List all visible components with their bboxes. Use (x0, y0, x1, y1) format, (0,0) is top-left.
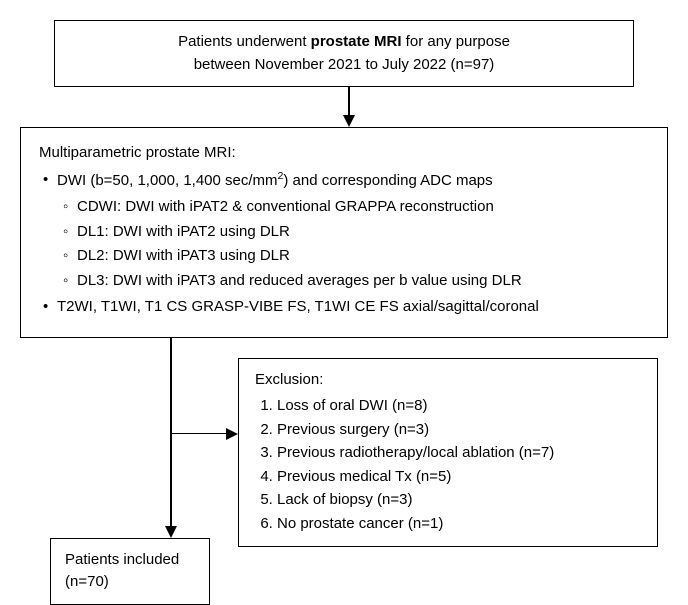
exclusion-item-2: Previous surgery (n=3) (277, 419, 641, 442)
protocol-dl2: DL2: DWI with iPAT3 using DLR (77, 245, 649, 268)
exclusion-item-5: Lack of biopsy (n=3) (277, 489, 641, 512)
included-line1: Patients included (65, 549, 195, 572)
exclusion-list: Loss of oral DWI (n=8) Previous surgery … (255, 395, 641, 535)
arrowhead-right (226, 428, 238, 440)
arrowhead-down-2 (165, 526, 177, 538)
protocol-header: Multiparametric prostate MRI: (39, 142, 649, 165)
enrollment-line1: Patients underwent prostate MRI for any … (71, 31, 617, 54)
flowchart-container: Patients underwent prostate MRI for any … (20, 20, 668, 568)
text-bold: prostate MRI (311, 33, 402, 50)
protocol-dwi: DWI (b=50, 1,000, 1,400 sec/mm2) and cor… (57, 169, 649, 293)
protocol-cdwi: CDWI: DWI with iPAT2 & conventional GRAP… (77, 196, 649, 219)
enrollment-line2: between November 2021 to July 2022 (n=97… (71, 54, 617, 77)
protocol-dl1: DL1: DWI with iPAT2 using DLR (77, 221, 649, 244)
exclusion-item-6: No prostate cancer (n=1) (277, 513, 641, 536)
protocol-main-list: DWI (b=50, 1,000, 1,400 sec/mm2) and cor… (39, 169, 649, 319)
exclusion-header: Exclusion: (255, 369, 641, 392)
text: for any purpose (402, 33, 510, 50)
box-exclusion: Exclusion: Loss of oral DWI (n=8) Previo… (238, 358, 658, 548)
branch-horizontal (171, 433, 227, 435)
text: Patients underwent (178, 33, 311, 50)
exclusion-item-3: Previous radiotherapy/local ablation (n=… (277, 442, 641, 465)
exclusion-item-1: Loss of oral DWI (n=8) (277, 395, 641, 418)
exclusion-item-4: Previous medical Tx (n=5) (277, 466, 641, 489)
box-protocol: Multiparametric prostate MRI: DWI (b=50,… (20, 127, 668, 338)
protocol-sub-list: CDWI: DWI with iPAT2 & conventional GRAP… (57, 196, 649, 292)
branch-area: Exclusion: Loss of oral DWI (n=8) Previo… (20, 338, 668, 568)
protocol-other: T2WI, T1WI, T1 CS GRASP-VIBE FS, T1WI CE… (57, 296, 649, 319)
box-enrollment: Patients underwent prostate MRI for any … (54, 20, 634, 87)
included-line2: (n=70) (65, 571, 195, 594)
box-included: Patients included (n=70) (50, 538, 210, 605)
protocol-dl3: DL3: DWI with iPAT3 and reduced averages… (77, 270, 649, 293)
arrow-down-1 (343, 87, 355, 127)
